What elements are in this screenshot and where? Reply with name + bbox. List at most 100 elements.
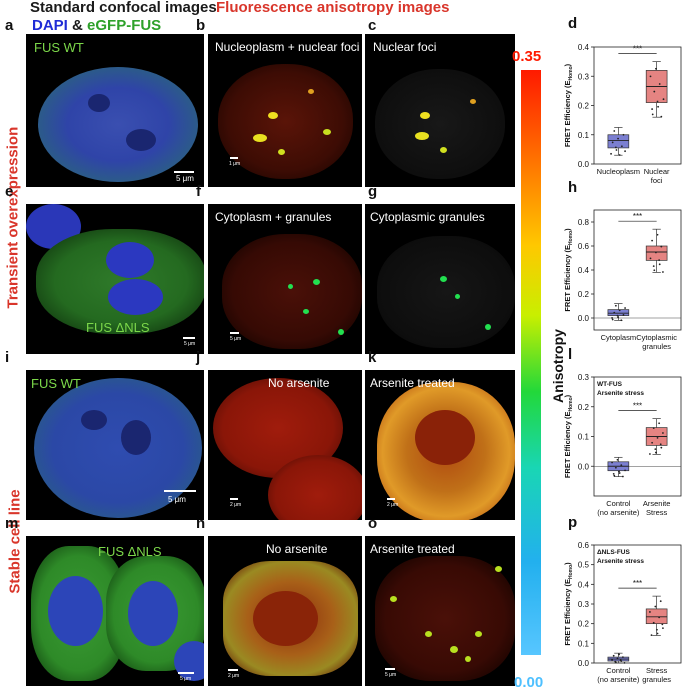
scale-bar [230,332,239,334]
annotation-text: WT-FUS [597,381,623,388]
nucleus-shape [128,581,178,646]
category-label: granules [642,342,671,351]
y-tick-label: 0.6 [578,242,590,251]
y-tick-label: 0.0 [578,659,590,668]
data-point [617,137,619,140]
panel-n-label: No arsenite [266,542,328,556]
y-tick-label: 0.5 [578,561,590,570]
y-tick-label: 0.3 [578,72,590,81]
nucleus-shape [415,410,475,465]
category-label: (no arsenite) [597,675,640,684]
y-axis-label-text: FRET Efficiency (E [563,579,572,646]
data-point [618,472,621,474]
y-axis-label-text: FRET Efficiency (E [563,411,572,478]
granule-dot [288,284,293,289]
focus-dot [278,149,285,155]
data-point [613,130,616,132]
data-point [656,632,659,635]
focus-dot [415,132,429,140]
panel-j-image: No arsenite 2 μm [208,370,362,520]
y-axis-label: FRET Efficiency (EHomo) [563,228,574,312]
data-point [662,432,664,434]
data-point [651,113,654,116]
panel-letter-i: i [5,349,10,366]
data-point [649,257,652,260]
granule-dot [475,631,482,637]
granule-dot [455,294,460,299]
focus-dot [470,99,476,104]
box [607,134,630,149]
category-label: Control [606,666,631,675]
panel-b-image: Nucleoplasm + nuclear foci 1 μm [208,34,362,187]
y-axis-label-sub: Homo [568,397,574,411]
y-axis-label-sub: Homo [568,231,574,245]
header-gfp: eGFP-FUS [87,17,162,34]
category-label: foci [651,176,663,185]
y-axis-label: FRET Efficiency (EHomo) [563,562,574,646]
data-point [652,265,655,267]
header-dapi: DAPI [32,17,68,34]
data-point [622,133,625,136]
data-point [618,653,620,656]
data-point [658,422,661,425]
panel-c-image: Nuclear foci [365,34,515,187]
panel-letter-c: c [368,17,377,34]
nucleolus-shape [81,410,107,430]
y-tick-label: 0.4 [578,266,590,275]
box [645,608,668,625]
panel-a-label: FUS WT [34,40,84,55]
nucleus-shape [174,641,204,681]
panel-letter-b: b [196,17,206,34]
y-axis-label-sub: Homo [568,565,574,579]
panel-f-image: Cytoplasm + granules 5 μm [208,204,362,354]
category-label: Nuclear [644,167,670,176]
y-axis-label-end: ) [563,562,572,565]
scale-text: 5 μm [168,495,186,504]
data-point [658,259,661,262]
scale-text: 2 μm [230,502,242,508]
y-axis-label-end: ) [563,228,572,231]
panel-m-label: FUS ΔNLS [98,544,162,559]
data-point [652,427,655,430]
y-axis-label-text: FRET Efficiency (E [563,80,572,147]
data-point [659,600,662,603]
data-point [652,621,655,624]
scale-text: 5 μm [176,174,194,183]
focus-dot [323,129,331,135]
category-label: granules [642,675,671,684]
y-tick-label: 0.8 [578,218,590,227]
y-axis-label-sub: Homo [568,66,574,80]
granule-dot [495,566,502,572]
panel-letter-l: l [568,346,572,363]
annotation-text: Arsenite stress [597,558,644,565]
data-point [621,656,624,659]
data-point [658,263,661,266]
granule-dot [465,656,471,662]
panel-i-label: FUS WT [31,376,81,391]
data-point [620,319,623,322]
panel-g-image: Cytoplasmic granules [365,204,515,354]
y-tick-label: 0.4 [578,580,590,589]
panel-b-label: Nucleoplasm + nuclear foci [215,40,360,54]
nucleolus-shape [121,420,151,455]
data-point [619,659,622,662]
panel-letter-j: j [196,349,201,366]
y-axis-label-end: ) [563,394,572,397]
y-tick-label: 0.0 [578,462,590,471]
scale-bar [178,672,194,674]
header-anisotropy: Fluorescence anisotropy images [216,0,450,16]
y-tick-label: 0.4 [578,43,590,52]
panel-o-image: Arsenite treated 5 μm [365,536,515,686]
panel-i-image: FUS WT 5 μm [26,370,204,520]
scale-bar [230,157,238,159]
focus-dot [440,147,447,153]
panel-letter-m: m [5,515,19,532]
panel-e-image: FUS ΔNLS 5 μm [26,204,204,354]
panel-m-image: FUS ΔNLS 5 μm [26,536,204,686]
data-point [662,98,665,101]
data-point [618,154,621,156]
plot-frame [593,209,682,331]
panel-k-image: Arsenite treated 2 μm [365,370,515,520]
anisotropy-colorbar [521,70,541,655]
